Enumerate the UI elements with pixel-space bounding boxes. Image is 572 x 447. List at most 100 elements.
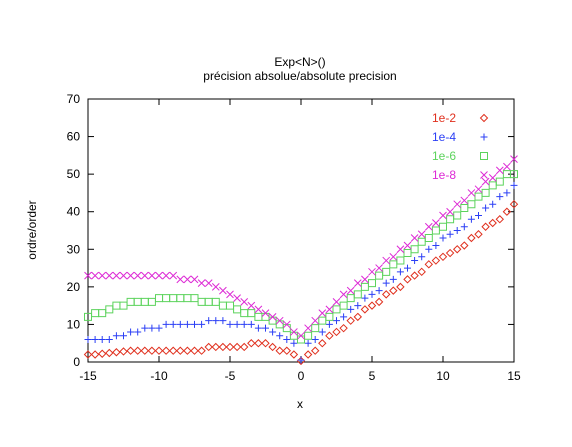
data-point [431,256,441,265]
data-point [133,297,142,306]
data-point [133,346,142,355]
data-point [496,193,504,201]
data-point [432,219,440,227]
data-point [325,312,334,321]
data-point [275,320,284,329]
data-point [197,297,206,306]
data-point [332,305,341,314]
data-point [183,320,191,328]
data-point [268,342,277,352]
data-point [126,271,135,280]
data-point [396,268,404,276]
x-tick-label: -15 [79,369,97,383]
data-point [254,305,263,314]
data-point [318,309,327,318]
data-point [495,215,505,224]
data-point [311,335,319,343]
data-point [119,347,128,356]
y-tick-label: 20 [67,280,81,294]
data-point [261,312,270,321]
data-point [353,279,362,287]
data-point [474,230,483,239]
data-point [205,317,213,325]
data-point [176,294,185,303]
data-point [283,335,291,343]
series-1e-4 [84,181,518,364]
data-point [226,301,234,310]
data-point [340,313,348,321]
legend-label: 1e-8 [432,168,456,182]
x-tick-label: 0 [298,369,305,383]
legend-label: 1e-2 [432,111,456,125]
data-point [204,297,213,306]
data-point [375,271,384,280]
data-point [467,215,475,223]
data-point [382,267,391,276]
data-point [452,245,462,254]
data-point [438,252,448,262]
data-point [183,294,192,303]
data-point [154,346,164,355]
data-point [98,309,107,318]
data-point [375,287,383,295]
y-axis-label: ordre/order [25,200,39,259]
data-point [233,320,241,328]
data-point [148,271,156,280]
data-point [289,350,299,359]
data-point [134,328,142,336]
data-point [482,204,490,212]
x-tick-label: -10 [150,369,168,383]
data-point [98,271,107,280]
x-tick-label: 15 [507,369,521,383]
data-point [389,286,398,295]
data-point [105,305,114,314]
data-point [403,241,412,250]
data-point [432,242,440,250]
data-point [439,211,447,220]
data-point [105,271,114,280]
data-point [303,350,313,359]
data-point [112,301,121,310]
data-point [424,260,434,269]
data-point [374,297,384,307]
data-point [275,346,284,355]
data-point [219,317,227,325]
data-point [389,260,398,269]
data-point [275,316,284,325]
data-point [488,181,497,190]
data-point [147,297,156,306]
y-tick-label: 40 [67,205,81,219]
x-tick-label: 10 [436,369,450,383]
data-point [368,267,376,276]
data-point [453,211,462,220]
data-point [510,170,518,179]
data-point [91,335,99,343]
data-point [417,237,426,246]
data-point [360,282,369,291]
data-point [311,316,320,325]
data-point [502,207,512,216]
legend-entry-1e-8: 1e-8 [432,168,488,182]
series-1e-8 [84,155,518,340]
data-point [488,218,497,228]
data-point [282,324,291,333]
data-point [488,174,497,182]
data-point [155,294,163,303]
data-point [297,331,305,340]
data-point [226,290,234,299]
data-point [91,271,99,280]
data-point [382,256,391,265]
data-point [339,323,348,333]
data-point [254,324,262,332]
data-point [304,339,312,347]
data-point [347,305,355,313]
data-point [396,245,405,254]
y-tick-label: 30 [67,242,81,256]
data-point [396,282,405,292]
data-point [389,252,398,261]
data-point [304,331,313,340]
data-point [396,256,405,265]
data-point [297,356,305,364]
data-point [268,313,277,321]
